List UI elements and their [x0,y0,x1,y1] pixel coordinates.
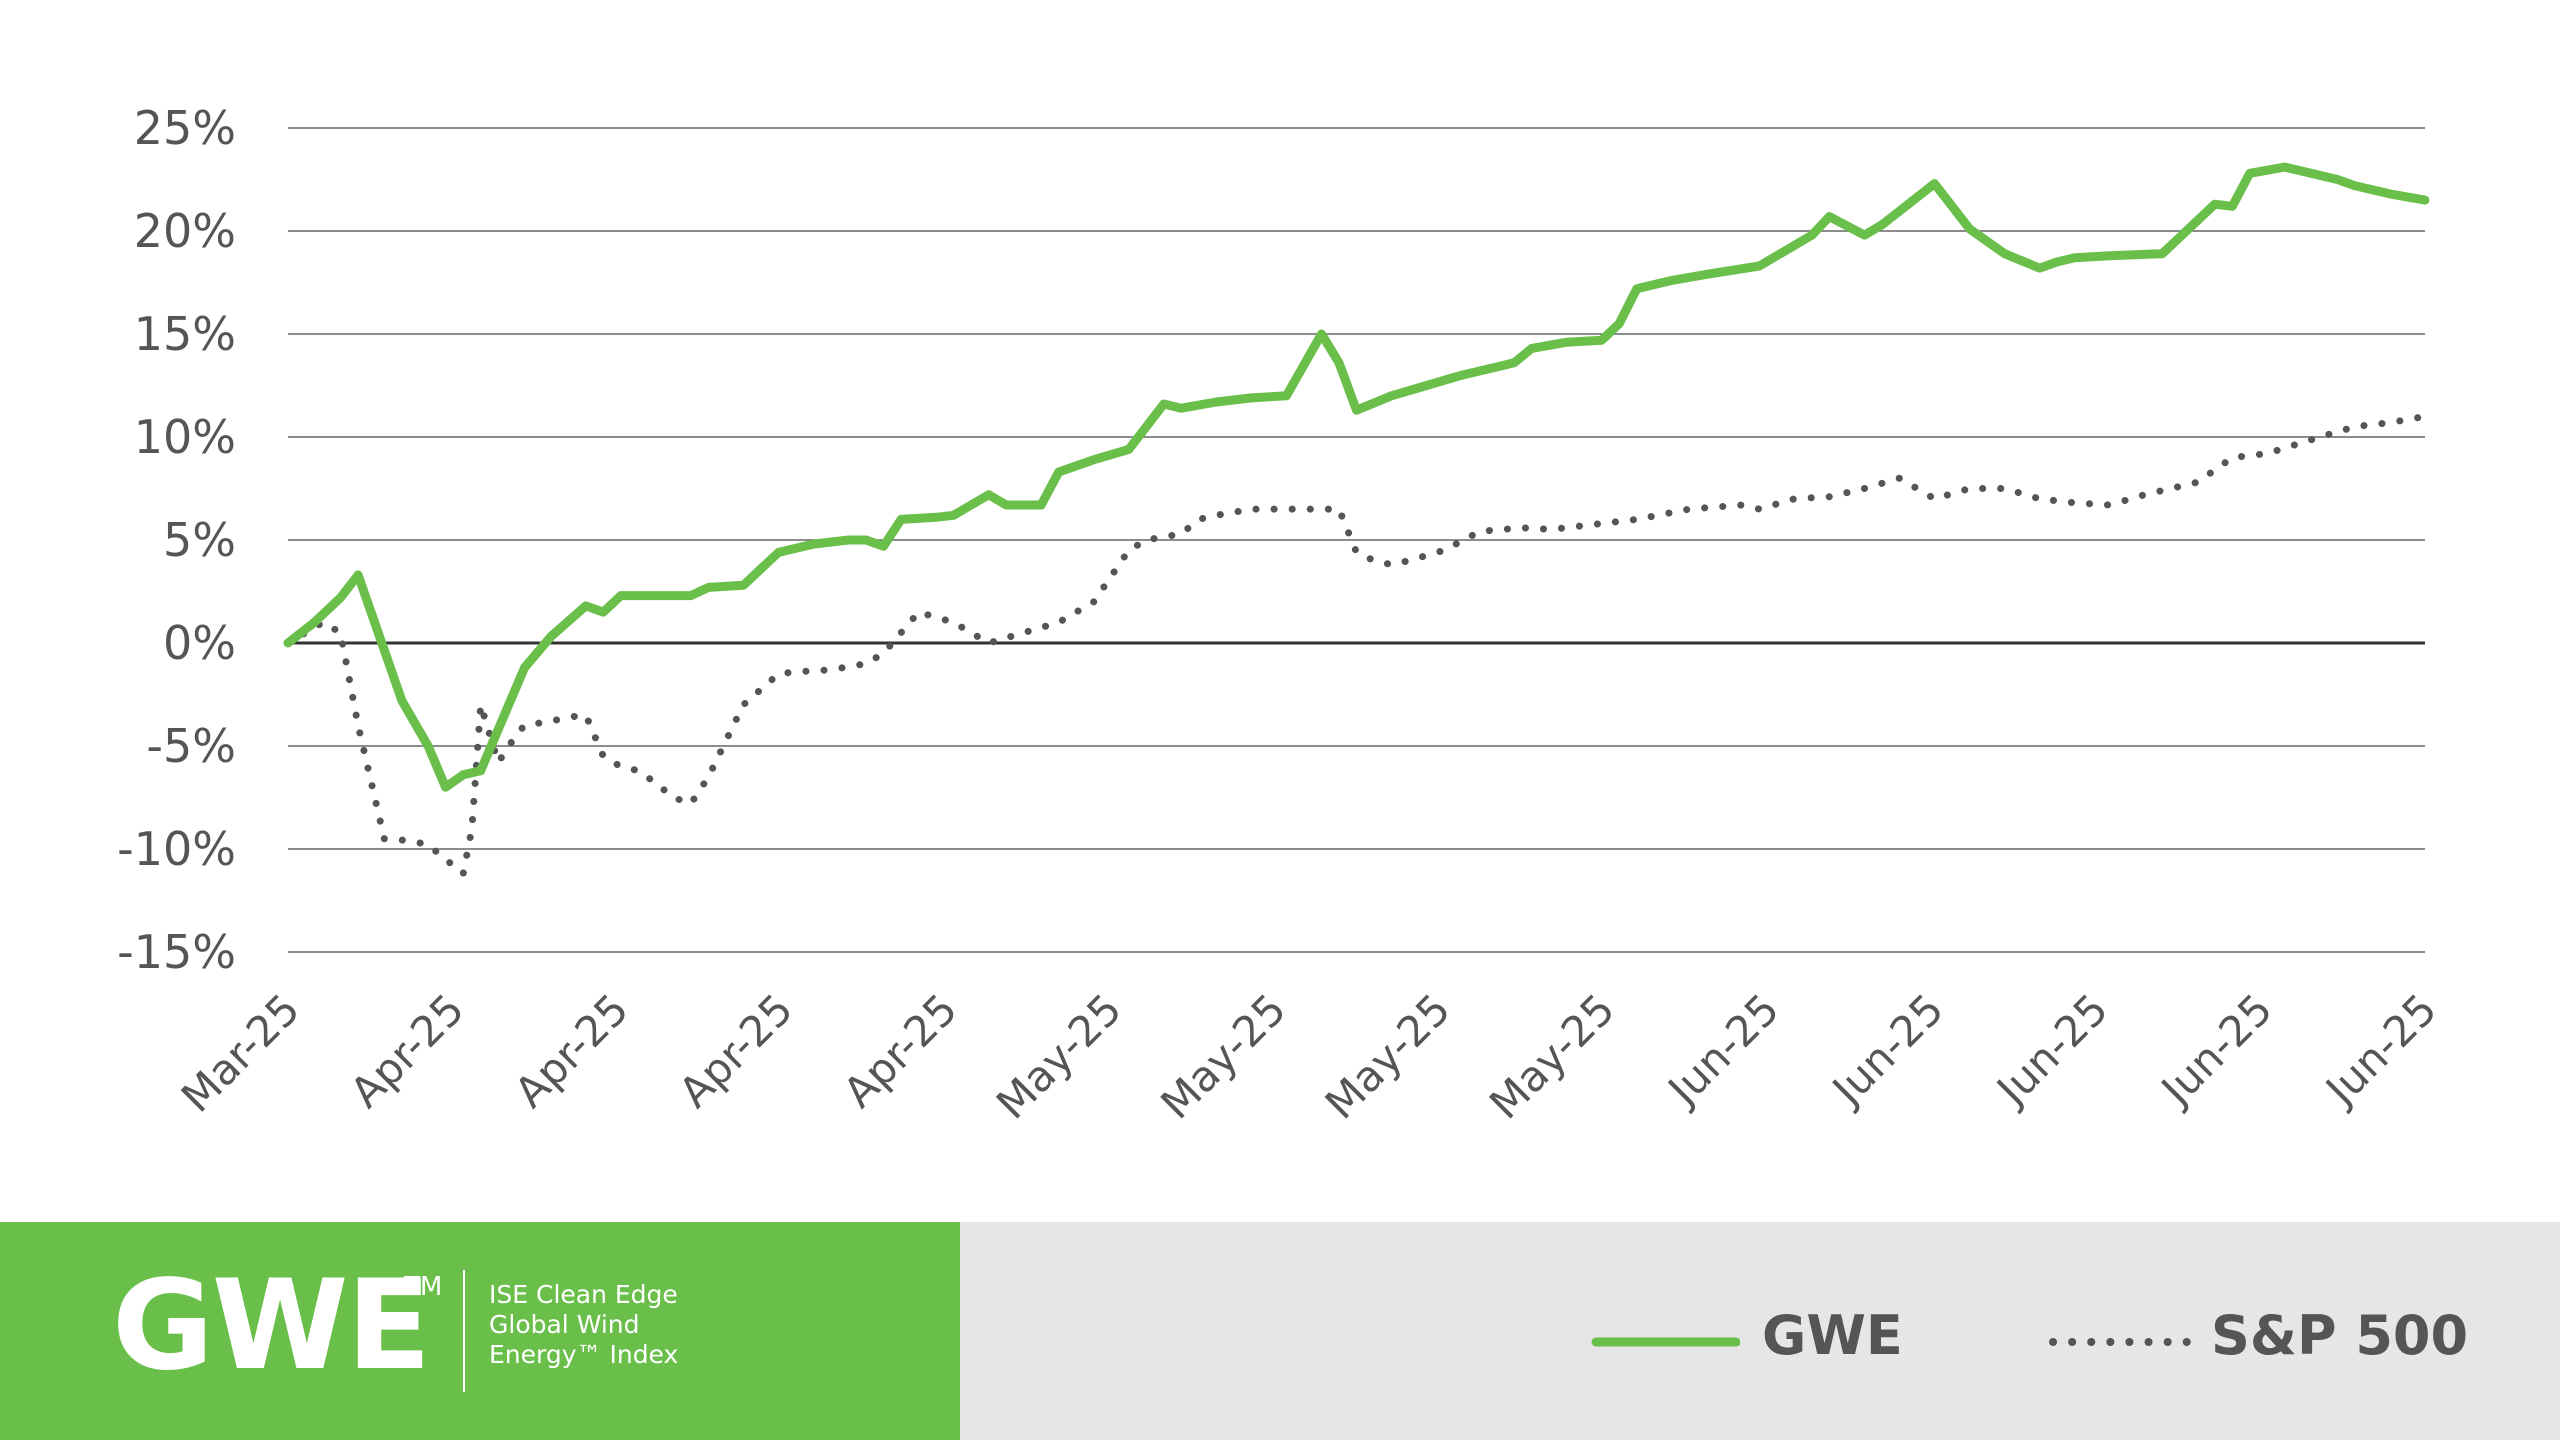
footer-bar: GWE TM ISE Clean Edge Global Wind Energy… [0,1222,2560,1440]
y-tick-label: 20% [134,204,236,258]
series-line-gwe [283,162,2430,792]
legend-label-gwe: GWE [1762,1304,1903,1367]
x-tick-label: Mar-25 [172,984,309,1121]
x-tick-label: May-25 [1316,984,1460,1128]
gridlines [288,127,2425,953]
y-tick-label: 5% [163,513,236,567]
line-chart: 25%20%15%10%5%0%-5%-10%-15% Mar-25 Apr-25… [117,101,2446,1128]
legend-swatch-gwe [1591,1337,1740,1347]
y-tick-label: 0% [163,616,236,670]
brand-panel: GWE TM ISE Clean Edge Global Wind Energy… [0,1222,960,1440]
x-tick-label: Jun-25 [1657,984,1789,1116]
legend-swatch-sp500 [2049,1338,2193,1346]
y-tick-label: -10% [117,822,236,876]
brand-description: ISE Clean Edge Global Wind Energy™ Index [489,1280,749,1370]
series-line-sp500 [284,412,2429,878]
brand-ticker: GWE [112,1254,431,1398]
x-tick-label: Jun-25 [1821,984,1953,1116]
x-tick-label: Jun-25 [2314,984,2446,1116]
y-axis-ticks: 25% 20% 15% 10% 5% 0% -5% -10% -15% [117,101,236,979]
x-tick-label: Jun-25 [2150,984,2282,1116]
brand-desc-line-2: Global Wind [489,1310,640,1339]
x-tick-label: Apr-25 [834,984,967,1117]
brand-desc-line-1: ISE Clean Edge [489,1280,678,1309]
x-tick-label: Apr-25 [670,984,803,1117]
legend-item-sp500: S&P 500 [2045,1284,2469,1384]
x-tick-label: Jun-25 [1986,984,2118,1116]
y-tick-label: -15% [117,925,236,979]
y-tick-label: -5% [146,719,236,773]
brand-trademark: TM [404,1272,443,1302]
x-tick-label: May-25 [1480,984,1624,1128]
x-axis-ticks: Mar-25 Apr-25 Apr-25 Apr-25 Apr-25 May-25 May-… [172,984,2446,1128]
y-tick-label: 10% [134,410,236,464]
x-tick-label: Apr-25 [505,984,638,1117]
y-tick-label: 25% [134,101,236,155]
legend-label-sp500: S&P 500 [2211,1304,2469,1367]
x-tick-label: Apr-25 [341,984,474,1117]
x-tick-label: May-25 [1151,984,1295,1128]
series-lines [283,162,2430,878]
x-tick-label: May-25 [987,984,1131,1128]
brand-desc-line-3: Energy™ Index [489,1340,679,1369]
y-tick-label: 15% [134,307,236,361]
brand-divider [463,1270,465,1392]
legend-item-gwe: GWE [1590,1284,1920,1384]
